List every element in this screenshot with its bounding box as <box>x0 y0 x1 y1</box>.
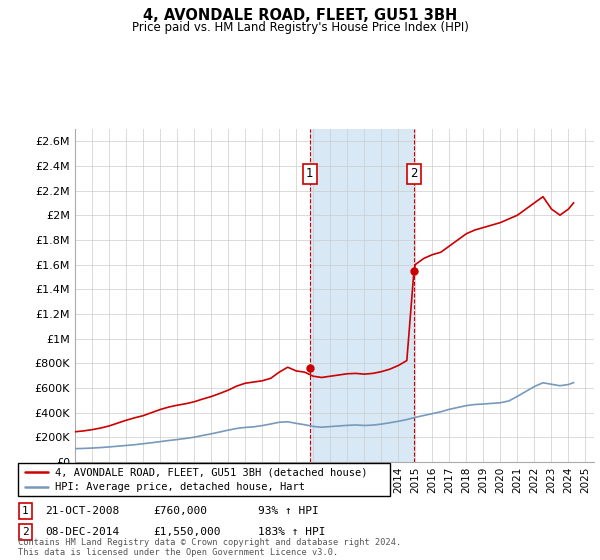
Text: 1: 1 <box>306 167 314 180</box>
Text: £1,550,000: £1,550,000 <box>153 527 221 537</box>
Text: 183% ↑ HPI: 183% ↑ HPI <box>258 527 325 537</box>
Text: 2: 2 <box>410 167 418 180</box>
Bar <box>310 129 414 462</box>
Text: 2: 2 <box>22 527 29 537</box>
Text: 93% ↑ HPI: 93% ↑ HPI <box>258 506 319 516</box>
Text: 21-OCT-2008: 21-OCT-2008 <box>45 506 119 516</box>
Text: 4, AVONDALE ROAD, FLEET, GU51 3BH: 4, AVONDALE ROAD, FLEET, GU51 3BH <box>143 8 457 24</box>
Text: Price paid vs. HM Land Registry's House Price Index (HPI): Price paid vs. HM Land Registry's House … <box>131 21 469 34</box>
Text: 1: 1 <box>22 506 29 516</box>
Text: 08-DEC-2014: 08-DEC-2014 <box>45 527 119 537</box>
Text: Contains HM Land Registry data © Crown copyright and database right 2024.
This d: Contains HM Land Registry data © Crown c… <box>18 538 401 557</box>
Text: £760,000: £760,000 <box>153 506 207 516</box>
Text: 4, AVONDALE ROAD, FLEET, GU51 3BH (detached house): 4, AVONDALE ROAD, FLEET, GU51 3BH (detac… <box>55 467 368 477</box>
Text: HPI: Average price, detached house, Hart: HPI: Average price, detached house, Hart <box>55 483 305 492</box>
